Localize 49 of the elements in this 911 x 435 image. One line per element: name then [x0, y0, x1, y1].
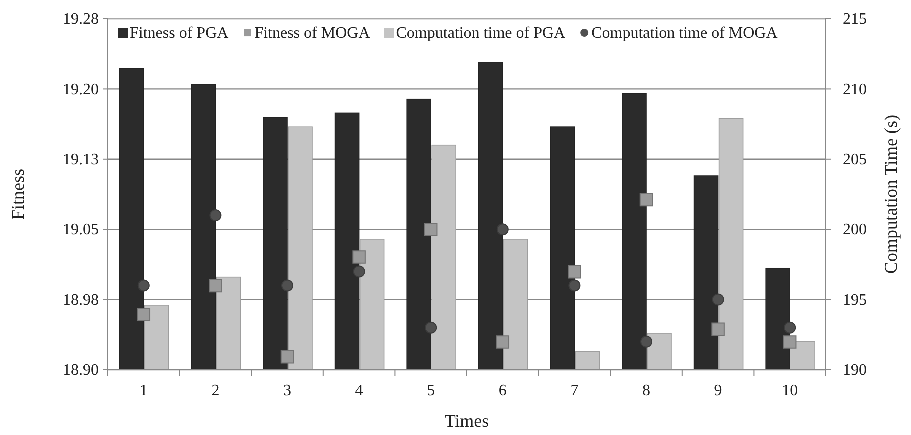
y-axis-title: Fitness: [8, 168, 28, 220]
y2-axis-title: Computation Time (s): [881, 114, 901, 274]
point: [496, 224, 509, 236]
y-tick-label: 18.90: [63, 362, 99, 380]
point: [424, 222, 438, 236]
point: [640, 193, 654, 207]
point: [138, 280, 150, 292]
y2-tick-label: 195: [843, 292, 867, 309]
point: [209, 279, 222, 293]
y-tick-label: 19.13: [63, 152, 99, 169]
y2-tick-label: 215: [843, 11, 867, 28]
point: [496, 336, 510, 349]
x-tick-label: 7: [570, 382, 579, 400]
point: [280, 350, 294, 364]
x-tick-label: 6: [498, 382, 507, 400]
legend-label: Fitness of PGA: [130, 25, 230, 42]
point: [353, 266, 366, 278]
point: [282, 280, 294, 292]
point: [640, 336, 652, 348]
y-tick-label: 18.98: [63, 292, 99, 309]
point: [568, 280, 581, 292]
y-tick-label: 19.20: [63, 81, 99, 98]
x-tick-label: 10: [782, 382, 798, 400]
x-tick-label: 4: [355, 382, 364, 400]
y-tick-label: 19.05: [63, 222, 99, 239]
y2-tick-label: 190: [843, 362, 867, 380]
point: [352, 250, 366, 264]
x-tick-label: 2: [212, 382, 220, 400]
x-tick-label: 5: [427, 382, 436, 400]
y2-tick-label: 200: [843, 222, 867, 239]
point: [425, 322, 438, 334]
x-axis-title: Times: [444, 411, 490, 431]
x-tick-label: 8: [642, 382, 650, 400]
point: [137, 308, 151, 322]
x-tick-label: 3: [284, 382, 292, 400]
point: [712, 294, 724, 306]
x-tick-label: 1: [140, 382, 148, 400]
legend-label: Fitness of MOGA: [254, 25, 371, 42]
legend-label: Computation time of PGA: [396, 25, 566, 42]
point: [210, 210, 222, 222]
legend-label: Computation time of MOGA: [592, 25, 778, 42]
point: [712, 322, 725, 336]
y-tick-label: 19.28: [63, 11, 99, 28]
x-tick-label: 9: [714, 382, 722, 400]
y2-tick-label: 205: [843, 152, 867, 169]
point: [784, 322, 796, 334]
point: [783, 336, 797, 349]
point: [568, 265, 582, 279]
y2-tick-label: 210: [843, 81, 867, 98]
